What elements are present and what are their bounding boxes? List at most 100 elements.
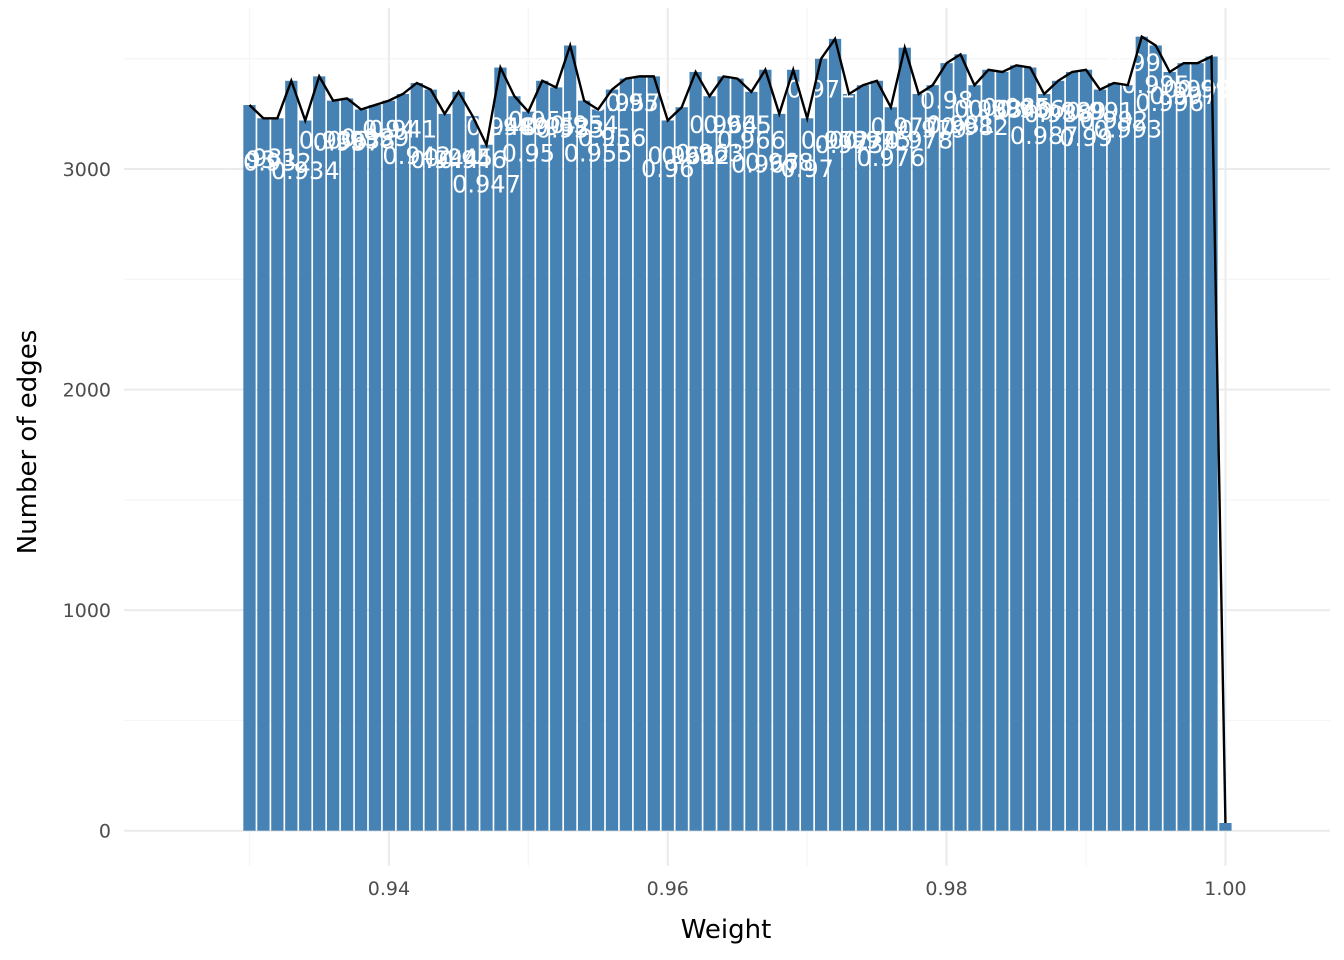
bar	[1038, 94, 1051, 831]
bar-label: 0.99	[1059, 124, 1112, 152]
bar-label: 0.995	[1121, 71, 1190, 99]
bar	[1149, 45, 1162, 831]
y-tick-label: 2000	[63, 380, 111, 402]
bar-label: 0.968	[745, 148, 814, 176]
x-axis-title: Weight	[681, 915, 772, 945]
bar	[480, 144, 493, 831]
y-tick-label: 1000	[63, 600, 111, 622]
bar	[647, 76, 660, 831]
bar-label: 0.931	[229, 144, 298, 172]
bar	[564, 45, 577, 831]
bar	[745, 91, 758, 831]
bar-label: 0.97	[780, 155, 833, 183]
bar	[926, 85, 939, 831]
bar-label: 0.988	[1024, 100, 1093, 128]
bar-label: 0.95	[502, 140, 555, 168]
y-axis-ticks: 0 1000 2000 3000	[63, 159, 111, 843]
bar-label: 0.941	[368, 115, 437, 143]
bar-label: 0.982	[940, 113, 1009, 141]
y-tick-label: 3000	[63, 159, 111, 181]
x-tick-label: 0.98	[925, 878, 967, 900]
bar-label: 0.962	[661, 142, 730, 170]
bar	[842, 94, 856, 831]
bar	[271, 118, 284, 831]
bar	[257, 118, 270, 831]
bar	[605, 89, 619, 831]
x-tick-label: 0.96	[647, 878, 689, 900]
bar	[898, 47, 911, 831]
bar-label: 0.94	[362, 115, 415, 143]
bar	[466, 116, 479, 831]
bar-label: 0.993	[1093, 115, 1162, 143]
bar	[1065, 71, 1079, 831]
bar	[550, 87, 563, 831]
bar-label: 0.974	[829, 126, 898, 154]
bar-label: 0.947	[452, 170, 521, 198]
bar-label: 0.987	[1010, 122, 1079, 150]
bar	[968, 85, 981, 831]
bar	[996, 71, 1009, 831]
bar-label: 0.98	[920, 87, 973, 115]
bar	[368, 105, 382, 831]
bar-label: 0.951	[508, 106, 577, 134]
bar-label: 0.985	[982, 93, 1051, 121]
bar	[954, 54, 967, 831]
bar-label: 0.967	[731, 151, 800, 179]
bar-label: 0.936	[299, 126, 368, 154]
bar	[1191, 63, 1204, 831]
bar-label: 0.992	[1080, 106, 1149, 134]
bar-label: 0.986	[996, 95, 1065, 123]
bar	[828, 38, 842, 831]
bar-label: 0.946	[438, 146, 507, 174]
bar	[870, 80, 884, 831]
bar	[285, 80, 298, 831]
bar	[326, 100, 340, 831]
bar	[940, 63, 953, 831]
bar-label: 0.955	[564, 140, 633, 168]
bar	[340, 98, 354, 831]
bar	[982, 69, 995, 831]
bar-label: 0.958	[606, 89, 675, 117]
bar-label: 0.93	[223, 146, 276, 174]
bar	[313, 76, 326, 831]
bar-label: 0.978	[884, 126, 953, 154]
bar-label: 0.977	[870, 113, 939, 141]
bar-label: 0.981	[926, 111, 995, 139]
bar-label: 0.96	[641, 155, 694, 183]
bar	[1010, 65, 1023, 831]
bar	[354, 109, 368, 831]
bar	[522, 111, 535, 831]
bar	[787, 69, 800, 831]
bar	[396, 94, 409, 831]
bar	[577, 100, 591, 831]
bar	[1093, 89, 1107, 831]
bar-label: 0.932	[243, 148, 312, 176]
bar	[1024, 67, 1037, 831]
bar	[703, 96, 716, 831]
bar	[299, 120, 312, 831]
bar	[633, 76, 646, 831]
bar	[1135, 36, 1148, 831]
bar	[675, 107, 688, 831]
bar	[717, 76, 730, 831]
bar	[1107, 82, 1121, 831]
bar	[424, 89, 437, 831]
bar	[1177, 63, 1190, 831]
bar-label: 0.975	[843, 126, 912, 154]
bar-label: 0.963	[675, 140, 744, 168]
bar	[1219, 822, 1232, 831]
bar	[912, 94, 925, 831]
bar-label: 0.953	[536, 115, 605, 143]
bar-label: 0.989	[1038, 98, 1107, 126]
bars	[243, 36, 1232, 831]
bar	[731, 78, 744, 831]
bar-label: 0.938	[327, 126, 396, 154]
bar-label: 0.972	[801, 126, 870, 154]
bar	[410, 82, 423, 831]
x-tick-label: 0.94	[368, 878, 410, 900]
bar-label: 0.937	[313, 129, 382, 157]
bar-label: 0.976	[856, 144, 925, 172]
bar-label: 0.983	[954, 95, 1023, 123]
bar-label: 0.966	[717, 126, 786, 154]
bar-label: 0.961	[647, 142, 716, 170]
